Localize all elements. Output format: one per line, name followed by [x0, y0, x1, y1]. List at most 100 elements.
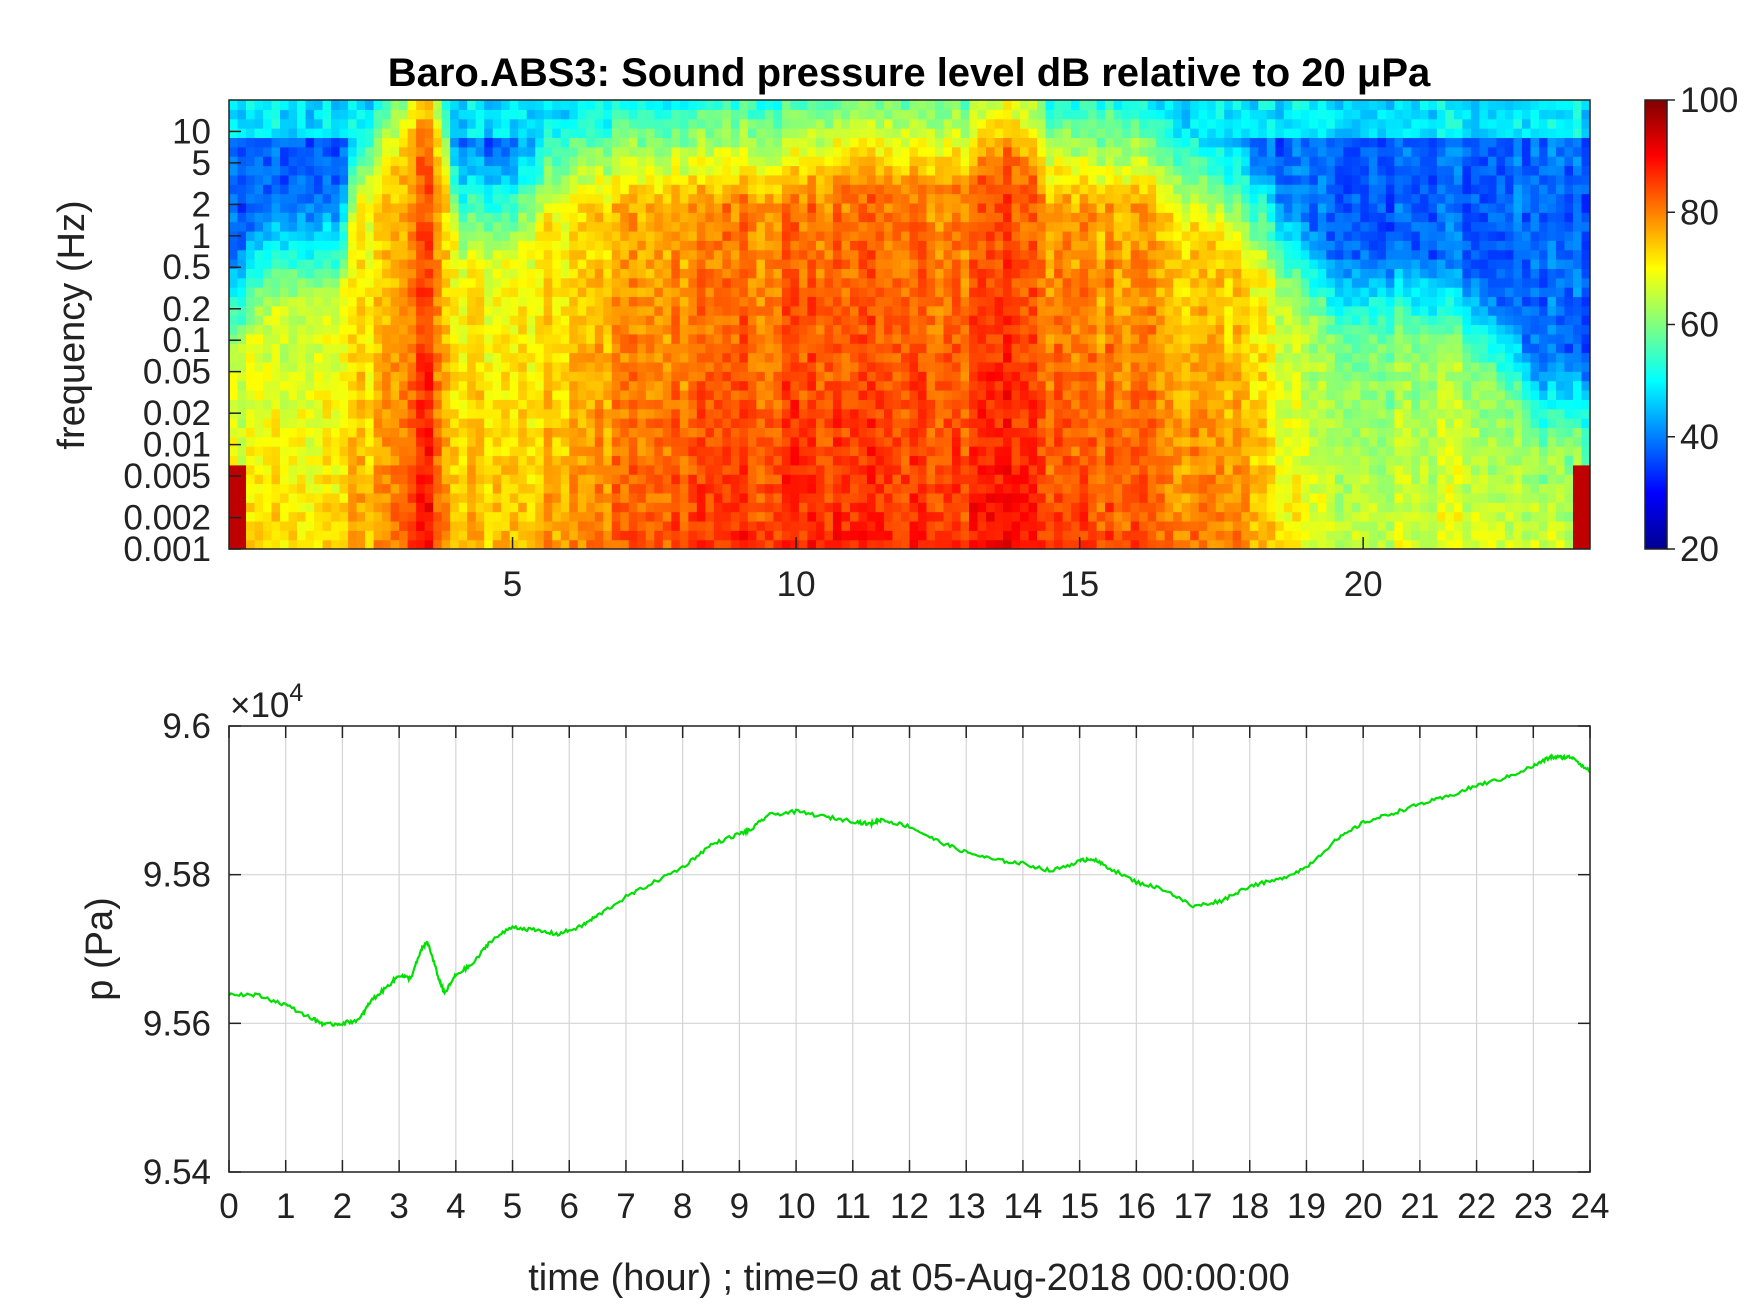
spectrogram-cell — [671, 511, 681, 522]
spectrogram-cell — [713, 240, 723, 251]
spectrogram-cell — [382, 464, 392, 475]
spectrogram-cell — [883, 305, 894, 316]
spectrogram-cell — [1037, 446, 1047, 457]
spectrogram-cell — [1054, 184, 1064, 195]
spectrogram-cell — [900, 389, 911, 400]
spectrogram-cell — [356, 193, 366, 204]
spectrogram-cell — [501, 464, 511, 475]
spectrogram-cell — [229, 137, 239, 148]
spectrogram-cell — [679, 315, 689, 326]
spectrogram-cell — [739, 389, 749, 400]
spectrogram-cell — [662, 249, 672, 260]
spectrogram-cell — [450, 277, 460, 288]
spectrogram-cell — [926, 277, 936, 288]
spectrogram-cell — [535, 165, 545, 176]
spectrogram-cell — [390, 343, 400, 354]
spectrogram-cell — [356, 230, 366, 241]
spectrogram-cell — [679, 408, 689, 419]
spectrogram-cell — [1088, 324, 1098, 335]
spectrogram-cell — [918, 221, 928, 232]
spectrogram-cell — [969, 371, 979, 382]
spectrogram-cell — [994, 474, 1004, 485]
spectrogram-cell — [552, 361, 562, 372]
spectrogram-cell — [815, 109, 826, 120]
spectrogram-cell — [399, 305, 409, 316]
spectrogram-cell — [969, 464, 979, 475]
spectrogram-cell — [790, 315, 800, 326]
spectrogram-cell — [713, 464, 723, 475]
spectrogram-cell — [399, 502, 409, 513]
spectrogram-cell — [433, 277, 443, 288]
spectrogram-cell — [790, 436, 800, 447]
spectrogram-cell — [322, 230, 332, 241]
spectrogram-cell — [288, 380, 298, 391]
spectrogram-cell — [807, 408, 817, 419]
spectrogram-cell — [654, 539, 664, 549]
spectrogram-cell — [730, 315, 740, 326]
spectrogram-cell — [841, 483, 851, 494]
spectrogram-cell — [450, 109, 460, 120]
spectrogram-cell — [858, 324, 868, 335]
spectrogram-cell — [1020, 502, 1030, 513]
spectrogram-cell — [781, 492, 792, 503]
spectrogram-cell — [866, 230, 877, 241]
spectrogram-cell — [696, 371, 706, 382]
spectrogram-cell — [713, 483, 723, 494]
spectrogram-cell — [280, 408, 290, 419]
spectrogram-cell — [543, 474, 553, 485]
spectrogram-cell — [492, 361, 502, 372]
spectrogram-cell — [807, 156, 817, 167]
spectrogram-cell — [1105, 352, 1115, 363]
spectrogram-cell — [339, 109, 349, 120]
spectrogram-cell — [1105, 184, 1115, 195]
spectrogram-cell — [433, 418, 443, 428]
spectrogram-cell — [875, 371, 885, 382]
spectrogram-cell — [662, 436, 672, 447]
spectrogram-cell — [1054, 202, 1064, 213]
spectrogram-cell — [960, 202, 970, 213]
spectrogram-cell — [671, 343, 681, 354]
spectrogram-cell — [713, 174, 723, 185]
spectrogram-cell — [773, 156, 783, 167]
spectrogram-cell — [433, 202, 443, 213]
spectrogram-cell — [348, 352, 358, 363]
spectrogram-cell — [390, 109, 400, 120]
spectrogram-cell — [475, 446, 485, 457]
spectrogram-cell — [824, 492, 834, 503]
spectrogram-cell — [526, 427, 536, 438]
spectrogram-cell — [450, 352, 460, 363]
spectrogram-cell — [943, 464, 953, 475]
spectrogram-cell — [926, 287, 936, 298]
spectrogram-cell — [722, 193, 732, 204]
spectrogram-cell — [518, 184, 528, 195]
spectrogram-cell — [790, 165, 800, 176]
spectrogram-cell — [739, 418, 749, 428]
spectrogram-cell — [611, 464, 621, 475]
spectrogram-cell — [807, 446, 817, 457]
spectrogram-cell — [960, 502, 970, 513]
spectrogram-cell — [450, 474, 460, 485]
spectrogram-cell — [747, 268, 757, 279]
spectrogram-cell — [594, 361, 604, 372]
spectrogram-cell — [271, 399, 281, 410]
spectrogram-cell — [773, 202, 783, 213]
spectrogram-cell — [441, 455, 451, 466]
spectrogram-cell — [841, 137, 851, 148]
spectrogram-cell — [1096, 464, 1106, 475]
spectrogram-cell — [628, 333, 638, 344]
spectrogram-cell — [518, 361, 528, 372]
spectrogram-cell — [535, 287, 545, 298]
spectrogram-cell — [467, 408, 477, 419]
spectrogram-cell — [671, 277, 681, 288]
spectrogram-cell — [662, 361, 672, 372]
spectrogram-cell — [339, 287, 349, 298]
spectrogram-cell — [518, 343, 528, 354]
spectrogram-cell — [645, 492, 655, 503]
spectrogram-cell — [356, 221, 366, 232]
spectrogram-cell — [866, 193, 877, 204]
spectrogram-cell — [594, 259, 604, 269]
spectrogram-cell — [883, 156, 894, 167]
spectrogram-cell — [569, 287, 579, 298]
spectrogram-cell — [654, 343, 664, 354]
